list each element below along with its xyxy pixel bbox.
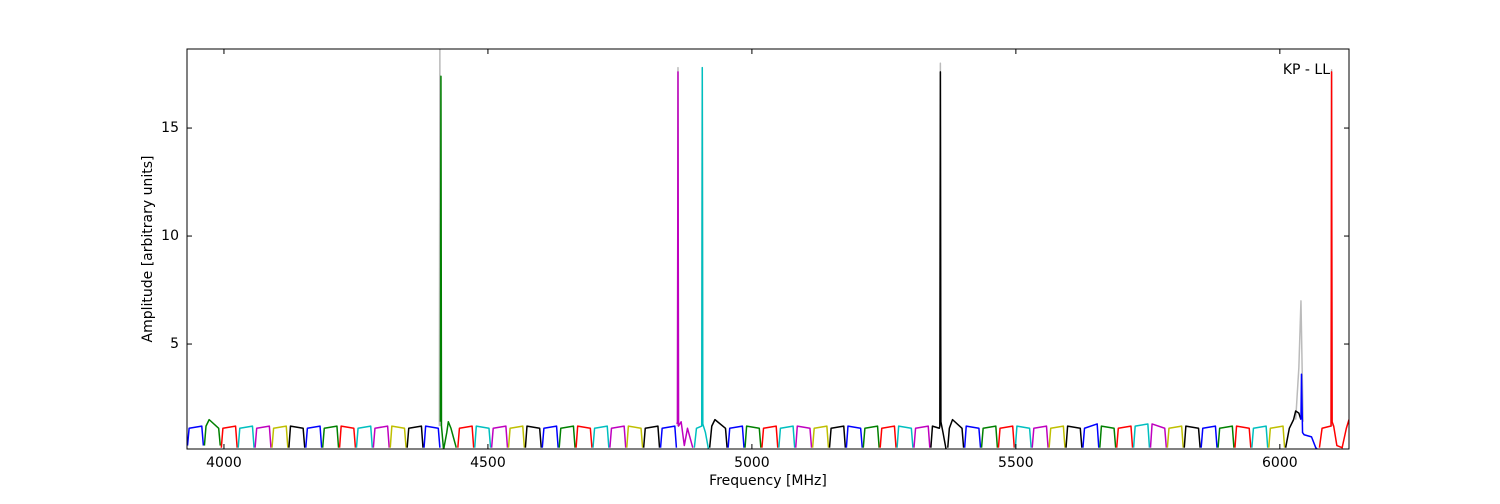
y-axis-label: Amplitude [arbitrary units] xyxy=(140,156,156,343)
spectrum-line xyxy=(845,425,863,448)
spectrum-line xyxy=(676,71,694,448)
x-tick-label: 4000 xyxy=(206,455,242,471)
spectrum-line xyxy=(913,425,931,448)
annotation: KP - LL xyxy=(1283,62,1330,78)
spectrum-line xyxy=(744,425,762,448)
spectrum-line xyxy=(406,425,424,448)
x-tick-label: 5000 xyxy=(734,455,770,471)
spectrum-line xyxy=(708,418,728,448)
spectrum-line xyxy=(930,71,947,449)
spectrum-line xyxy=(1014,425,1032,448)
spectrum-line xyxy=(794,425,813,448)
x-axis-label: Frequency [MHz] xyxy=(709,473,827,489)
x-tick-label: 5500 xyxy=(998,455,1034,471)
spectrum-line xyxy=(1234,425,1252,448)
spectrum-line xyxy=(693,66,710,449)
spectrum-line xyxy=(1132,423,1151,448)
spectrum-line xyxy=(220,425,238,448)
spectrum-line xyxy=(778,425,796,448)
spectrum-line xyxy=(811,425,830,448)
spectrum-line xyxy=(1251,425,1269,448)
spectrum-line xyxy=(338,425,357,448)
spectrum-line xyxy=(659,425,678,448)
spectrum-line xyxy=(288,425,306,448)
spectrum-line xyxy=(1082,423,1100,448)
spectrum-line xyxy=(626,425,644,448)
spectrum-line xyxy=(473,425,492,448)
spectrum-line xyxy=(1183,425,1201,448)
spectrum-line xyxy=(879,425,897,448)
spectrum-line xyxy=(947,418,965,448)
spectrum-line xyxy=(1318,71,1349,449)
spectrum-line xyxy=(305,425,323,448)
spectrum-line xyxy=(828,425,847,448)
spectrum-line xyxy=(271,425,289,448)
spectrum-line xyxy=(575,425,593,448)
spectrum-line xyxy=(997,425,1016,448)
spectrum-line xyxy=(1217,425,1235,448)
spectrum-line xyxy=(541,425,559,448)
y-tick-label: 15 xyxy=(161,120,179,136)
spectrum-line xyxy=(389,425,407,448)
spectrum-line xyxy=(507,425,526,448)
spectrum-line xyxy=(1149,423,1168,448)
spectrum-line xyxy=(1268,425,1286,448)
x-tick-label: 6000 xyxy=(1262,455,1298,471)
spectrum-line xyxy=(1115,425,1134,448)
y-tick-label: 5 xyxy=(170,336,179,352)
spectrum-line xyxy=(423,425,441,448)
spectrum-line xyxy=(1099,425,1117,448)
spectrum-line xyxy=(355,425,374,448)
spectrum-line xyxy=(203,418,222,446)
spectrum-line xyxy=(490,425,509,448)
spectrum-line xyxy=(609,425,627,448)
spectrum-line xyxy=(187,425,205,446)
spectrum-line xyxy=(592,425,610,448)
spectrum-line xyxy=(372,425,390,448)
spectrum-line xyxy=(254,425,272,448)
spectrum-line xyxy=(1300,373,1319,449)
spectrum-line xyxy=(727,425,745,448)
spectrum-line xyxy=(1065,425,1083,448)
spectrum-line xyxy=(980,425,999,448)
spectrum-line xyxy=(457,425,475,448)
axes-frame xyxy=(186,48,1350,450)
spectrum-line xyxy=(1200,425,1218,448)
spectrum-line xyxy=(1031,425,1049,448)
spectrum-line xyxy=(761,425,779,448)
spectrum-line xyxy=(1166,425,1184,448)
spectrum-line xyxy=(862,425,880,448)
spectrum-line xyxy=(896,425,914,448)
spectrum-line xyxy=(524,425,542,448)
spectrum-line xyxy=(237,425,255,448)
spectrum-line xyxy=(1048,425,1066,448)
x-tick-label: 4500 xyxy=(470,455,506,471)
y-tick-label: 10 xyxy=(161,228,179,244)
spectrum-line xyxy=(642,425,661,448)
spectrum-line xyxy=(321,425,340,448)
spectrum-line xyxy=(963,425,982,448)
spectrum-line xyxy=(439,75,457,449)
spectrum-line xyxy=(558,425,576,448)
spectrum-line xyxy=(1284,410,1302,448)
plot-area xyxy=(187,49,1349,449)
